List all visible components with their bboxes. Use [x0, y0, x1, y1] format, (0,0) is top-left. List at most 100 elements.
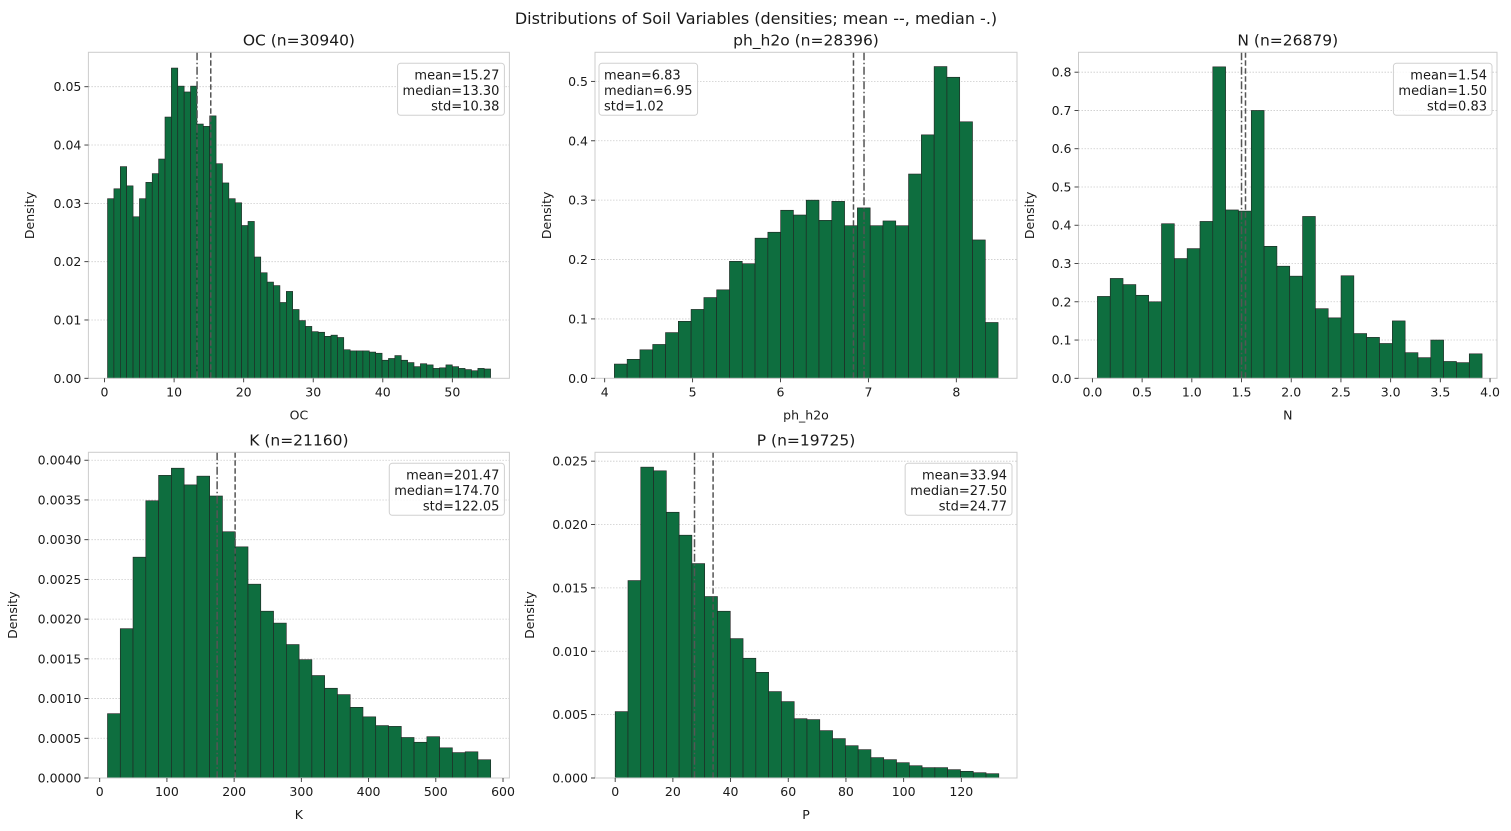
y-tick-label: 0.0005: [38, 731, 82, 746]
stats-legend-box: [598, 62, 699, 116]
histogram-bar: [781, 701, 795, 779]
histogram-bar: [190, 85, 198, 379]
subplot-title: ph_h2o (n=28396): [733, 31, 879, 50]
histogram-bar: [426, 364, 434, 379]
histogram-bar: [400, 359, 408, 379]
histogram-bar: [356, 350, 364, 379]
x-tick-label: 20: [236, 384, 252, 399]
x-tick-label: 2.5: [1331, 384, 1351, 399]
subplot-title: OC (n=30940): [243, 31, 355, 49]
histogram-bar: [768, 691, 782, 779]
histogram-bar: [234, 202, 242, 379]
histogram-bar: [1379, 343, 1393, 379]
histogram-bar: [627, 580, 642, 779]
histogram-bar: [626, 358, 641, 379]
histogram-bar: [831, 201, 845, 379]
y-tick-label: 0.4: [568, 133, 588, 148]
histogram-bar: [742, 657, 757, 779]
histogram-bar: [1353, 333, 1367, 379]
histogram-bar: [203, 126, 210, 379]
y-tick-label: 0.7: [1052, 103, 1072, 118]
stats-legend-box: [388, 462, 505, 516]
subplot-oc: 0 10 20 30 40 50 0.00 0.01 0.02 0.03 0.04 0.05 OC Den…: [22, 31, 510, 422]
histogram-bar: [640, 466, 654, 779]
stats-std: std=24.77: [939, 499, 1007, 514]
histogram-bar: [1417, 357, 1432, 379]
histogram-bar: [1174, 258, 1188, 379]
y-tick-label: 0.4: [1052, 218, 1072, 233]
x-tick-label: 120: [949, 784, 973, 799]
axes-frame: [87, 451, 510, 779]
histogram-bar: [1315, 308, 1329, 379]
histogram-bar: [1456, 362, 1470, 379]
histogram-bar: [678, 320, 692, 379]
stats-mean: mean=15.27: [414, 68, 499, 83]
histogram-bar: [767, 231, 781, 379]
histogram-bar: [690, 309, 705, 379]
histogram-bar: [639, 349, 654, 379]
histogram-bar: [247, 221, 255, 379]
histogram-bar: [349, 350, 357, 379]
histogram-bar: [1430, 339, 1444, 379]
x-tick-label: 40: [375, 384, 391, 399]
stats-std: std=122.05: [423, 499, 500, 514]
histogram-bar: [666, 511, 680, 779]
x-tick-label: 8: [952, 384, 960, 399]
histogram-bar: [895, 225, 909, 379]
histogram-bar: [946, 76, 961, 379]
histogram-bar: [273, 285, 281, 379]
histogram-bar: [870, 757, 885, 779]
histogram-bar: [464, 369, 472, 379]
y-axis-label: Density: [22, 191, 37, 239]
y-tick-label: 0.3: [568, 193, 588, 208]
histogram-bar: [1302, 216, 1316, 379]
histogram-bar: [972, 239, 986, 379]
histogram-bar: [1468, 353, 1483, 379]
x-tick-label: 100: [155, 784, 179, 799]
histogram-bar: [477, 368, 485, 379]
histogram-bar: [196, 475, 210, 779]
histogram-bar: [260, 610, 274, 779]
y-tick-label: 0.05: [54, 79, 82, 94]
histogram-bar: [158, 158, 166, 379]
histogram-bar: [703, 297, 717, 379]
y-tick-label: 0.0040: [38, 453, 82, 468]
histogram-bar: [343, 349, 351, 379]
histogram-bar: [375, 725, 389, 779]
stats-mean: mean=33.94: [922, 468, 1007, 483]
y-axis-label: Density: [539, 191, 554, 239]
histogram-bar: [145, 182, 153, 379]
histogram-bar: [909, 765, 923, 779]
histogram-bar: [394, 355, 402, 379]
histogram-bar: [228, 198, 236, 379]
histogram-bar: [832, 738, 846, 779]
x-tick-label: 4: [601, 384, 609, 399]
histogram-bar: [439, 367, 447, 379]
histogram-bar: [464, 751, 479, 779]
histogram-bar: [1161, 223, 1175, 379]
histogram-bar: [183, 91, 191, 379]
histogram-bar: [241, 225, 249, 379]
y-tick-label: 0.0030: [38, 532, 82, 547]
histogram-bar: [426, 736, 440, 779]
histogram-bar: [1212, 66, 1226, 379]
x-tick-label: 300: [289, 784, 313, 799]
histogram-bar: [171, 467, 185, 779]
histogram-bar: [947, 769, 961, 779]
x-tick-label: 0: [96, 784, 104, 799]
axes-frame: [594, 51, 1018, 379]
histogram-bar: [921, 134, 935, 379]
stats-legend-box: [1392, 62, 1493, 116]
histogram-bar: [818, 220, 833, 379]
x-tick-label: 1.5: [1232, 384, 1252, 399]
subplot-ph-h2o: 4 5 6 7 8 0.0 0.1 0.2 0.3 0.4 0.5 ph_h2o Density ph_h…: [539, 31, 1018, 422]
subplot-n: 0.0 0.5 1.0 1.5 2.0 2.5 3.0 3.5 4.0 0.0 0.1 0.2 0.3 0…: [1022, 31, 1500, 422]
histogram-bar: [1392, 320, 1406, 379]
x-tick-label: 6: [777, 384, 785, 399]
histogram-bar: [413, 366, 421, 379]
histogram-bar: [349, 706, 364, 779]
histogram-bar: [407, 362, 415, 379]
x-tick-label: 50: [444, 384, 460, 399]
